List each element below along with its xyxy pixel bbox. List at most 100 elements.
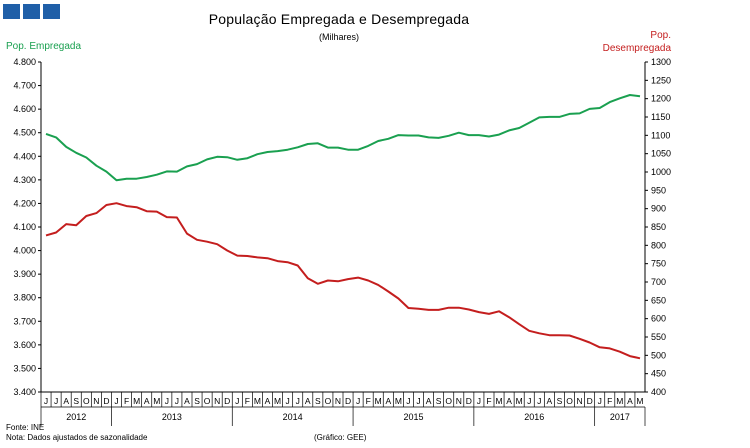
right-tick-label: 950 [651, 185, 666, 195]
year-label: 2013 [162, 412, 182, 422]
month-label: M [254, 396, 261, 406]
right-axis-label: Pop. Desempregada [603, 29, 671, 55]
month-label: J [537, 396, 541, 406]
left-tick-label: 3.500 [13, 363, 36, 373]
right-tick-label: 850 [651, 222, 666, 232]
left-tick-label: 3.900 [13, 269, 36, 279]
month-label: D [345, 396, 351, 406]
logo-square [43, 4, 60, 19]
month-label: A [184, 396, 190, 406]
left-tick-label: 3.600 [13, 340, 36, 350]
left-tick-label: 4.000 [13, 246, 36, 256]
month-label: J [175, 396, 179, 406]
month-label: M [616, 396, 623, 406]
month-label: S [194, 396, 200, 406]
month-label: J [296, 396, 300, 406]
left-tick-label: 4.400 [13, 151, 36, 161]
left-tick-label: 4.700 [13, 81, 36, 91]
left-tick-label: 3.400 [13, 387, 36, 397]
right-tick-label: 900 [651, 204, 666, 214]
month-label: M [495, 396, 502, 406]
right-tick-label: 400 [651, 387, 666, 397]
right-tick-label: 450 [651, 369, 666, 379]
month-label: J [356, 396, 360, 406]
series-line-empregada [45, 94, 641, 182]
right-tick-label: 800 [651, 240, 666, 250]
month-label: J [165, 396, 169, 406]
month-label: S [557, 396, 563, 406]
footer-note: Nota: Dados ajustados de sazonalidade [6, 433, 148, 442]
year-label: 2017 [610, 412, 630, 422]
month-label: M [375, 396, 382, 406]
right-axis-label-line: Pop. [650, 30, 671, 41]
left-tick-label: 4.600 [13, 104, 36, 114]
right-tick-label: 1000 [651, 167, 671, 177]
month-label: D [224, 396, 230, 406]
month-label: A [385, 396, 391, 406]
month-label: N [456, 396, 462, 406]
month-label: F [607, 396, 612, 406]
month-label: D [466, 396, 472, 406]
month-label: J [416, 396, 420, 406]
left-tick-label: 4.300 [13, 175, 36, 185]
month-label: J [114, 396, 118, 406]
month-label: A [63, 396, 69, 406]
month-label: N [214, 396, 220, 406]
month-label: S [436, 396, 442, 406]
month-label: D [103, 396, 109, 406]
month-label: M [516, 396, 523, 406]
series-line-desempregada [45, 202, 641, 360]
month-label: S [73, 396, 79, 406]
month-label: A [426, 396, 432, 406]
footer-source: Fonte: INE [6, 423, 45, 432]
right-tick-label: 700 [651, 277, 666, 287]
month-label: F [366, 396, 371, 406]
year-label: 2012 [66, 412, 86, 422]
ine-logo-squares-icon [3, 4, 60, 19]
month-label: J [44, 396, 48, 406]
month-label: A [506, 396, 512, 406]
month-label: O [83, 396, 90, 406]
month-label: O [445, 396, 452, 406]
month-label: N [93, 396, 99, 406]
month-label: F [124, 396, 129, 406]
month-label: O [325, 396, 332, 406]
right-tick-label: 550 [651, 332, 666, 342]
month-label: M [636, 396, 643, 406]
month-label: J [477, 396, 481, 406]
month-label: M [153, 396, 160, 406]
month-label: O [204, 396, 211, 406]
month-label: F [486, 396, 491, 406]
year-label: 2016 [524, 412, 544, 422]
month-label: A [547, 396, 553, 406]
right-tick-label: 500 [651, 350, 666, 360]
year-label: 2015 [403, 412, 423, 422]
left-tick-label: 4.100 [13, 222, 36, 232]
chart-subtitle: (Milhares) [318, 32, 359, 42]
footer-credit: (Gráfico: GEE) [314, 433, 367, 442]
month-label: J [235, 396, 239, 406]
month-label: A [144, 396, 150, 406]
month-label: M [133, 396, 140, 406]
month-label: F [245, 396, 250, 406]
month-label: O [566, 396, 573, 406]
right-tick-label: 650 [651, 295, 666, 305]
left-tick-label: 4.800 [13, 57, 36, 67]
left-tick-label: 4.200 [13, 198, 36, 208]
month-label: A [265, 396, 271, 406]
right-tick-label: 1250 [651, 75, 671, 85]
month-label: J [527, 396, 531, 406]
month-label: J [54, 396, 58, 406]
left-tick-label: 4.500 [13, 128, 36, 138]
right-axis-label-line: Desempregada [602, 43, 671, 54]
right-tick-label: 1200 [651, 94, 671, 104]
right-tick-label: 1300 [651, 57, 671, 67]
month-label: J [598, 396, 602, 406]
left-tick-label: 3.700 [13, 316, 36, 326]
logo-square [3, 4, 20, 19]
month-label: D [587, 396, 593, 406]
month-label: N [335, 396, 341, 406]
right-tick-label: 600 [651, 314, 666, 324]
month-label: A [305, 396, 311, 406]
